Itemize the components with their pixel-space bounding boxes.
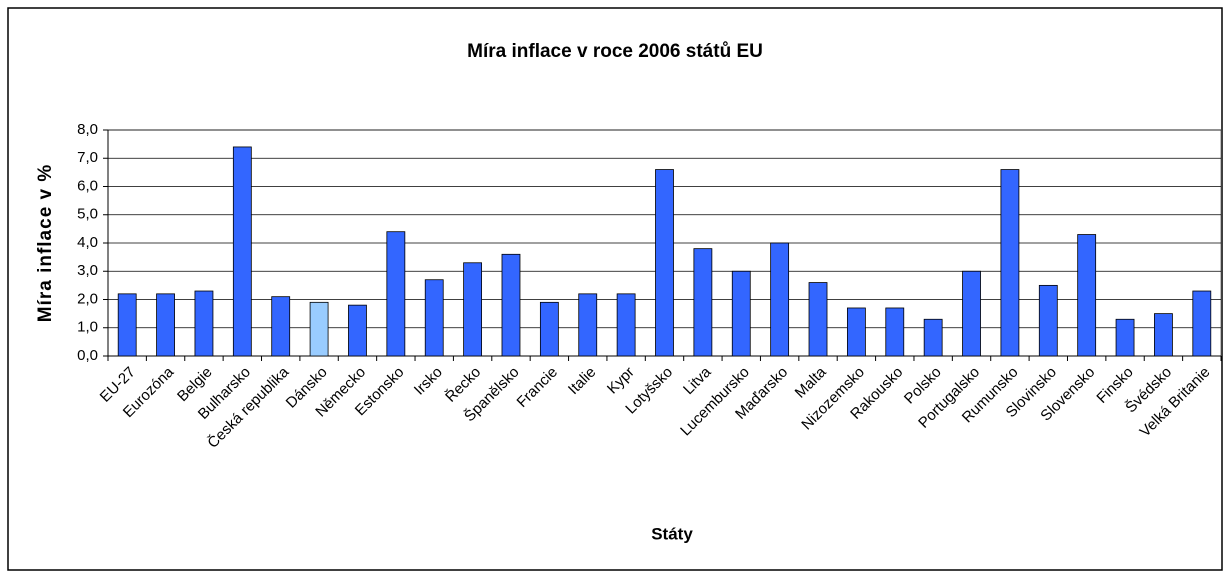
y-tick-label: 6,0	[77, 177, 98, 194]
bar	[923, 318, 943, 357]
bar	[117, 293, 137, 357]
bar	[885, 307, 905, 357]
y-tick-label: 1,0	[77, 319, 98, 336]
bar	[770, 242, 790, 357]
bar	[1154, 313, 1173, 357]
bar	[962, 270, 981, 357]
y-tick-label: 3,0	[77, 262, 98, 279]
y-tick-label: 8,0	[77, 121, 98, 138]
bar	[1192, 290, 1212, 357]
bar	[1038, 284, 1058, 357]
bar	[271, 296, 291, 357]
bar	[348, 304, 367, 357]
y-tick-label: 4,0	[77, 234, 98, 251]
x-axis-label: Státy	[651, 524, 693, 543]
bar	[232, 146, 252, 357]
bar	[386, 231, 406, 357]
y-tick-label: 7,0	[77, 149, 98, 166]
bar	[501, 253, 521, 357]
bar	[846, 307, 866, 357]
bar	[1077, 234, 1097, 357]
bar	[424, 279, 444, 357]
bar	[578, 293, 598, 357]
bar	[1000, 169, 1020, 357]
bar	[655, 169, 674, 357]
y-axis-label: Míra inflace v %	[35, 164, 56, 323]
bar	[194, 290, 214, 357]
bar	[731, 270, 751, 357]
bar	[463, 262, 483, 357]
bar	[309, 301, 329, 357]
bar	[616, 293, 636, 357]
bar	[156, 293, 175, 357]
y-tick-label: 2,0	[77, 290, 98, 307]
chart-title: Míra inflace v roce 2006 států EU	[467, 41, 763, 62]
bar	[693, 248, 713, 357]
y-tick-label: 0,0	[77, 347, 98, 364]
bar	[808, 282, 828, 357]
bar	[1115, 318, 1135, 357]
bar	[539, 301, 559, 357]
y-tick-label: 5,0	[77, 206, 98, 223]
